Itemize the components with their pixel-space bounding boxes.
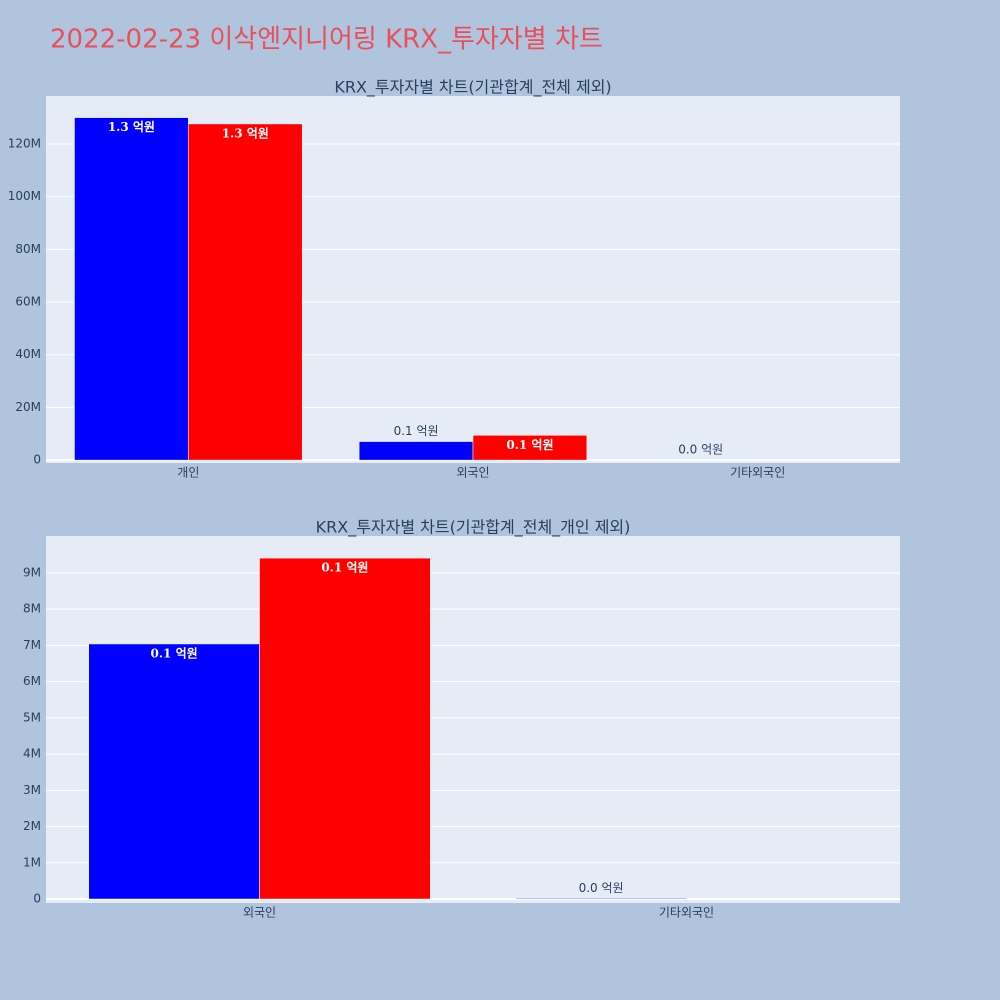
- y-tick-label: 3M: [23, 783, 41, 797]
- bar: [358, 441, 474, 461]
- chart-title: KRX_투자자별 차트(기관합계_전체 제외): [334, 78, 611, 98]
- value-label: 0.1 억원: [394, 424, 439, 438]
- x-tick-label: 개인: [177, 466, 199, 480]
- chart-title: KRX_투자자별 차트(기관합계_전체_개인 제외): [316, 518, 631, 538]
- value-label: 0.0 억원: [579, 881, 624, 895]
- value-label: 0.1 억원: [151, 646, 198, 660]
- page-title: 2022-02-23 이삭엔지니어링 KRX_투자자별 차트: [50, 25, 603, 55]
- y-tick-label: 9M: [23, 565, 41, 579]
- y-tick-label: 5M: [23, 710, 41, 724]
- x-tick-label: 기타외국인: [730, 466, 785, 480]
- y-tick-label: 60M: [15, 295, 41, 309]
- value-label: 1.3 억원: [108, 120, 155, 134]
- y-tick-label: 7M: [23, 638, 41, 652]
- y-tick-label: 40M: [15, 347, 41, 361]
- bar: [472, 435, 588, 461]
- value-label: 0.0 억원: [678, 443, 723, 457]
- y-tick-label: 120M: [8, 136, 41, 150]
- bar: [643, 459, 758, 461]
- y-tick-label: 20M: [15, 400, 41, 414]
- y-tick-label: 6M: [23, 674, 41, 688]
- x-tick-label: 기타외국인: [659, 906, 714, 920]
- y-tick-label: 0: [33, 453, 41, 467]
- y-tick-label: 2M: [23, 819, 41, 833]
- y-tick-label: 1M: [23, 855, 41, 869]
- x-tick-label: 외국인: [456, 466, 489, 480]
- bar: [188, 123, 303, 461]
- y-tick-label: 0: [33, 892, 41, 906]
- value-label: 1.3 억원: [222, 126, 269, 140]
- y-tick-label: 100M: [8, 189, 41, 203]
- bar: [88, 643, 260, 900]
- bar: [515, 898, 687, 900]
- bar: [74, 117, 189, 461]
- y-tick-label: 4M: [23, 747, 41, 761]
- y-tick-label: 8M: [23, 602, 41, 616]
- value-label: 0.1 억원: [321, 561, 368, 575]
- value-label: 0.1 억원: [506, 438, 553, 452]
- bar: [259, 557, 431, 900]
- x-tick-label: 외국인: [243, 906, 276, 920]
- y-tick-label: 80M: [15, 242, 41, 256]
